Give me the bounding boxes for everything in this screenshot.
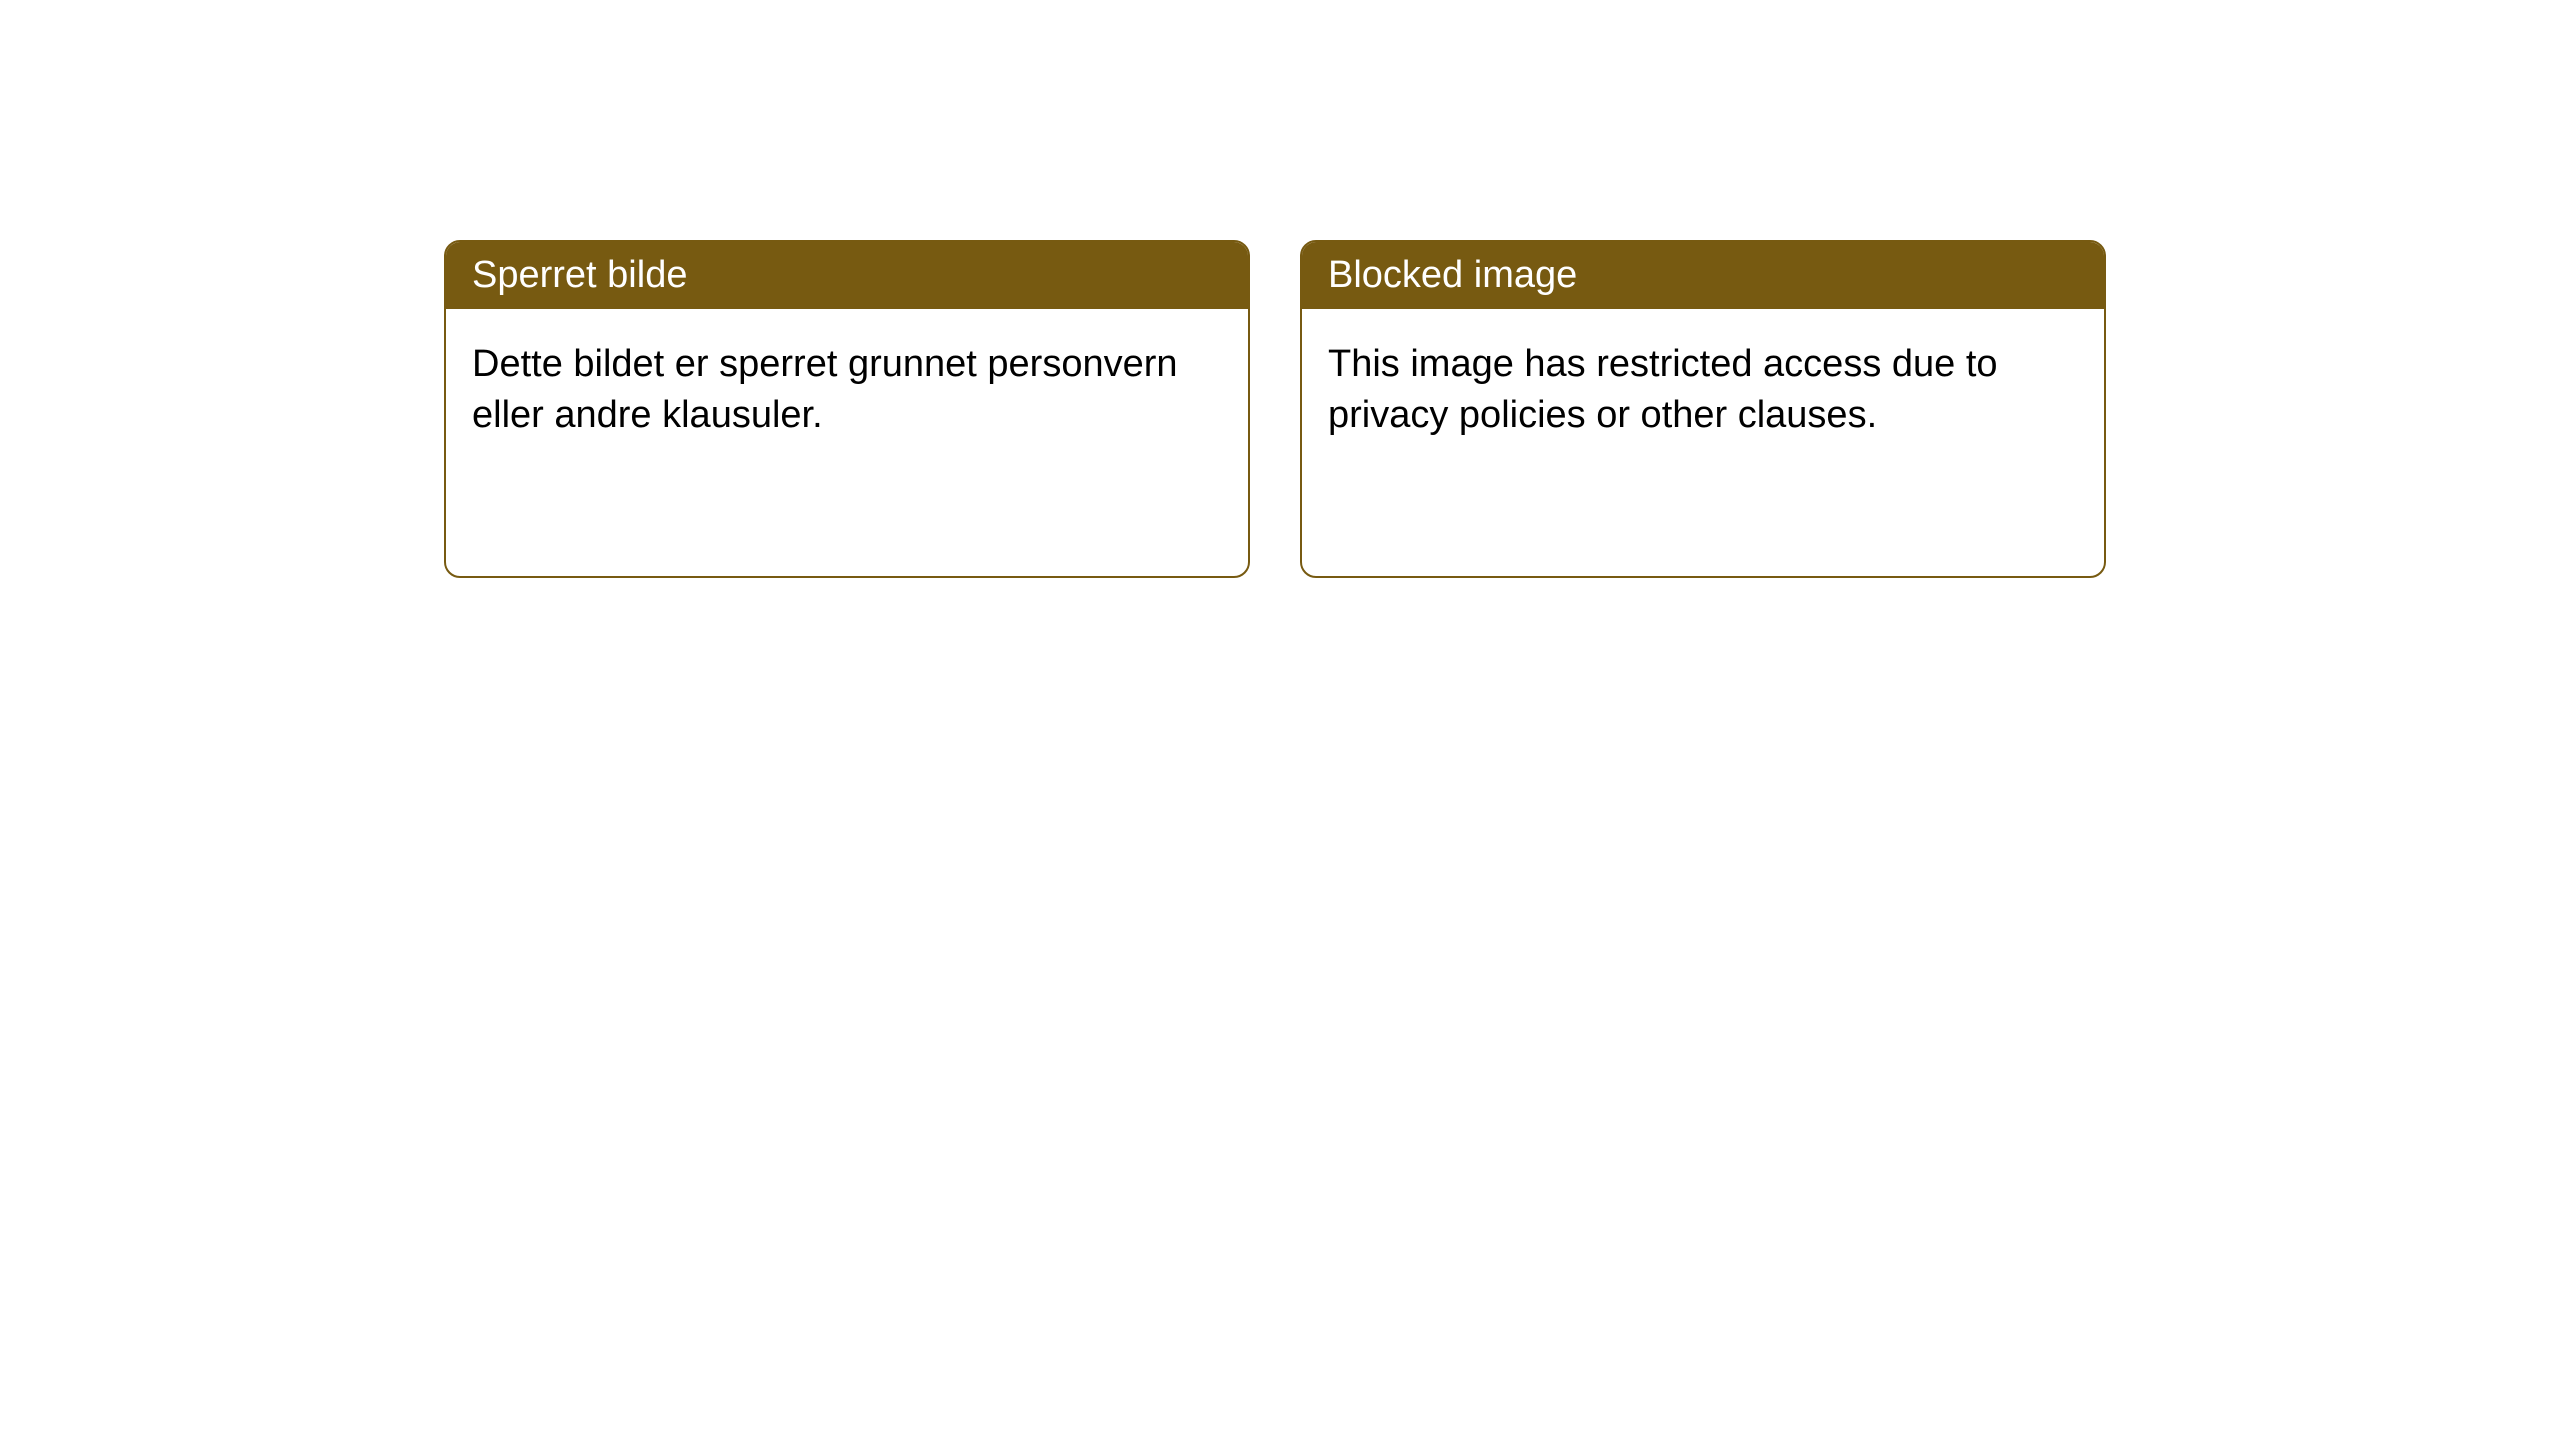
card-header: Blocked image <box>1302 242 2104 309</box>
card-body-text: Dette bildet er sperret grunnet personve… <box>472 343 1178 436</box>
blocked-image-card-english: Blocked image This image has restricted … <box>1300 240 2106 578</box>
card-body-text: This image has restricted access due to … <box>1328 343 1998 436</box>
card-title: Blocked image <box>1328 254 1577 296</box>
blocked-image-card-norwegian: Sperret bilde Dette bildet er sperret gr… <box>444 240 1250 578</box>
card-title: Sperret bilde <box>472 254 687 296</box>
cards-container: Sperret bilde Dette bildet er sperret gr… <box>0 0 2560 578</box>
card-body: This image has restricted access due to … <box>1302 309 2104 472</box>
card-body: Dette bildet er sperret grunnet personve… <box>446 309 1248 472</box>
card-header: Sperret bilde <box>446 242 1248 309</box>
